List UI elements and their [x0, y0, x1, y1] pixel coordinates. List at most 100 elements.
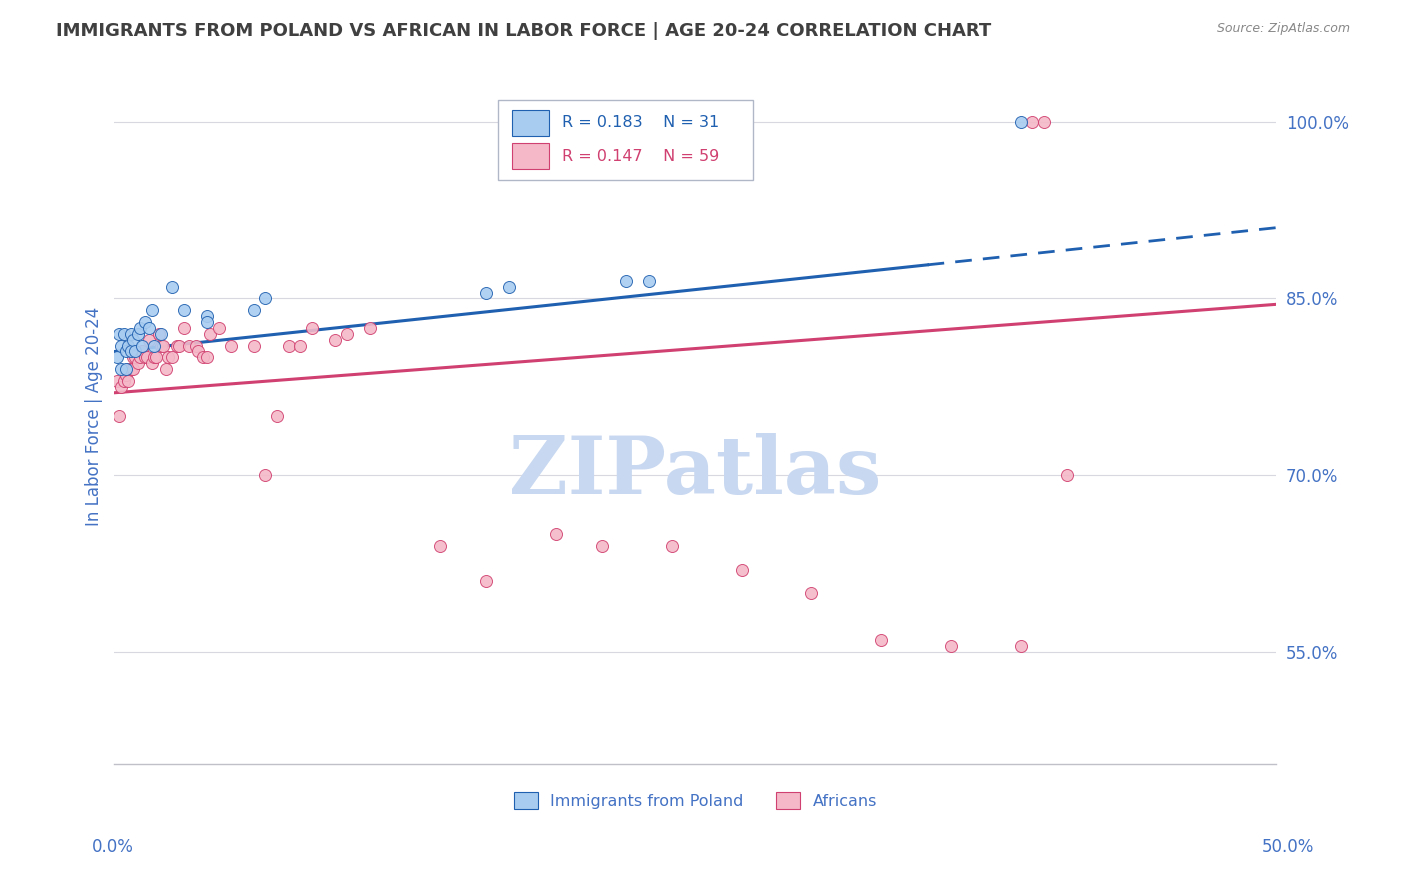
Point	[191, 351, 214, 365]
Point	[156, 351, 179, 365]
Point	[195, 309, 218, 323]
Point	[166, 338, 188, 352]
Point	[544, 527, 567, 541]
Point	[122, 362, 145, 376]
Point	[1056, 468, 1078, 483]
Point	[120, 326, 142, 341]
Point	[195, 351, 218, 365]
Point	[731, 563, 754, 577]
Point	[110, 362, 132, 376]
Point	[475, 574, 498, 589]
Point	[591, 539, 613, 553]
FancyBboxPatch shape	[512, 143, 548, 169]
Point	[120, 344, 142, 359]
Point	[138, 333, 160, 347]
Point	[142, 338, 165, 352]
Text: IMMIGRANTS FROM POLAND VS AFRICAN IN LABOR FORCE | AGE 20-24 CORRELATION CHART: IMMIGRANTS FROM POLAND VS AFRICAN IN LAB…	[56, 22, 991, 40]
Point	[187, 344, 209, 359]
Point	[162, 279, 184, 293]
Point	[198, 326, 221, 341]
Point	[127, 356, 149, 370]
Point	[637, 274, 659, 288]
Point	[162, 351, 184, 365]
Point	[148, 326, 170, 341]
Point	[134, 315, 156, 329]
Point	[117, 338, 139, 352]
Point	[498, 279, 520, 293]
Point	[142, 351, 165, 365]
Point	[359, 321, 381, 335]
Point	[301, 321, 323, 335]
Point	[475, 285, 498, 300]
Point	[105, 374, 128, 388]
Point	[800, 586, 823, 600]
Point	[219, 338, 242, 352]
FancyBboxPatch shape	[498, 100, 754, 180]
Point	[195, 315, 218, 329]
Point	[243, 338, 266, 352]
Text: 0.0%: 0.0%	[91, 838, 134, 855]
Point	[124, 344, 146, 359]
Point	[115, 368, 138, 382]
Point	[155, 362, 177, 376]
Point	[110, 380, 132, 394]
Legend: Immigrants from Poland, Africans: Immigrants from Poland, Africans	[508, 786, 883, 815]
Point	[108, 326, 131, 341]
FancyBboxPatch shape	[512, 110, 548, 136]
Point	[1021, 114, 1043, 128]
Point	[120, 362, 142, 376]
Point	[152, 338, 174, 352]
Text: R = 0.147    N = 59: R = 0.147 N = 59	[561, 149, 718, 163]
Point	[661, 539, 683, 553]
Point	[149, 338, 172, 352]
Point	[105, 351, 128, 365]
Point	[173, 303, 195, 318]
Point	[177, 338, 200, 352]
Text: 50.0%: 50.0%	[1263, 838, 1315, 855]
Point	[336, 326, 359, 341]
Text: R = 0.183    N = 31: R = 0.183 N = 31	[561, 115, 718, 130]
Point	[117, 374, 139, 388]
Point	[323, 333, 346, 347]
Text: ZIPatlas: ZIPatlas	[509, 433, 882, 511]
Point	[614, 274, 637, 288]
Point	[149, 326, 172, 341]
Point	[122, 333, 145, 347]
Point	[134, 351, 156, 365]
Point	[141, 303, 163, 318]
Point	[277, 338, 299, 352]
Point	[173, 321, 195, 335]
Point	[870, 633, 893, 648]
Point	[1032, 114, 1054, 128]
Point	[290, 338, 312, 352]
Point	[141, 356, 163, 370]
Point	[254, 292, 277, 306]
Point	[939, 640, 962, 654]
Point	[129, 321, 152, 335]
Point	[115, 344, 138, 359]
Y-axis label: In Labor Force | Age 20-24: In Labor Force | Age 20-24	[86, 307, 103, 526]
Point	[110, 338, 132, 352]
Point	[138, 321, 160, 335]
Point	[184, 338, 207, 352]
Point	[124, 351, 146, 365]
Point	[254, 468, 277, 483]
Point	[243, 303, 266, 318]
Point	[136, 351, 159, 365]
Text: Source: ZipAtlas.com: Source: ZipAtlas.com	[1216, 22, 1350, 36]
Point	[129, 351, 152, 365]
Point	[122, 351, 145, 365]
Point	[145, 351, 167, 365]
Point	[208, 321, 231, 335]
Point	[127, 326, 149, 341]
Point	[108, 409, 131, 424]
Point	[131, 344, 153, 359]
Point	[429, 539, 451, 553]
Point	[117, 362, 139, 376]
Point	[131, 338, 153, 352]
Point	[169, 338, 191, 352]
Point	[112, 326, 135, 341]
Point	[112, 374, 135, 388]
Point	[1010, 114, 1032, 128]
Point	[1010, 640, 1032, 654]
